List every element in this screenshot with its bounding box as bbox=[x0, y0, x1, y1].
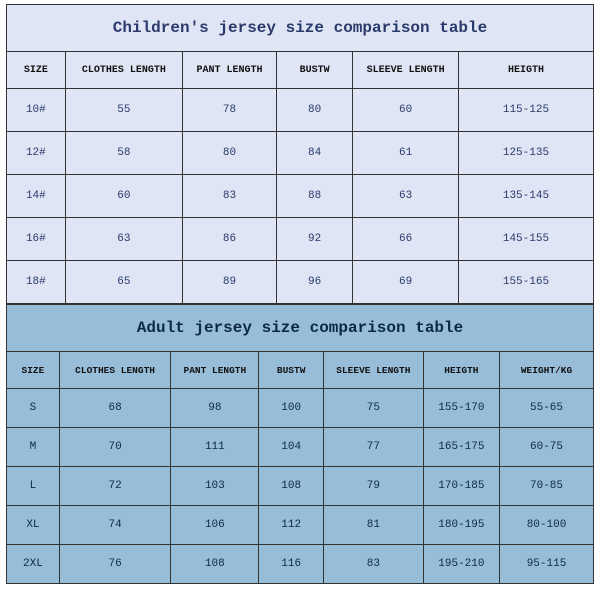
adult-header-row: SIZECLOTHES LENGTHPANT LENGTHBUSTWSLEEVE… bbox=[7, 352, 594, 389]
adult-data-row: 2XL7610811683195-21095-115 bbox=[7, 545, 594, 584]
children-data-cell: 78 bbox=[183, 89, 277, 132]
children-data-cell: 14# bbox=[7, 175, 66, 218]
adult-data-cell: 106 bbox=[171, 506, 259, 545]
children-data-cell: 80 bbox=[183, 132, 277, 175]
children-data-cell: 65 bbox=[65, 261, 182, 304]
adult-data-cell: 112 bbox=[259, 506, 324, 545]
adult-data-cell: 170-185 bbox=[423, 467, 499, 506]
adult-data-cell: 83 bbox=[323, 545, 423, 584]
children-data-cell: 155-165 bbox=[458, 261, 593, 304]
adult-data-cell: 180-195 bbox=[423, 506, 499, 545]
children-data-cell: 115-125 bbox=[458, 89, 593, 132]
children-data-row: 16#63869266145-155 bbox=[7, 218, 594, 261]
children-data-cell: 89 bbox=[183, 261, 277, 304]
children-header-row: SIZECLOTHES LENGTHPANT LENGTHBUSTWSLEEVE… bbox=[7, 52, 594, 89]
adult-data-cell: 195-210 bbox=[423, 545, 499, 584]
children-data-cell: 12# bbox=[7, 132, 66, 175]
children-header-cell: CLOTHES LENGTH bbox=[65, 52, 182, 89]
children-data-cell: 92 bbox=[276, 218, 352, 261]
adult-data-cell: 68 bbox=[59, 389, 171, 428]
adult-header-cell: PANT LENGTH bbox=[171, 352, 259, 389]
adult-data-cell: 108 bbox=[171, 545, 259, 584]
children-header-cell: HEIGTH bbox=[458, 52, 593, 89]
children-data-cell: 60 bbox=[65, 175, 182, 218]
adult-header-cell: WEIGHT/KG bbox=[500, 352, 594, 389]
children-data-cell: 58 bbox=[65, 132, 182, 175]
adult-data-cell: 70 bbox=[59, 428, 171, 467]
children-data-cell: 63 bbox=[65, 218, 182, 261]
adult-data-row: XL7410611281180-19580-100 bbox=[7, 506, 594, 545]
children-header-cell: SIZE bbox=[7, 52, 66, 89]
children-data-cell: 80 bbox=[276, 89, 352, 132]
adult-header-cell: CLOTHES LENGTH bbox=[59, 352, 171, 389]
adult-data-cell: 98 bbox=[171, 389, 259, 428]
adult-data-cell: 2XL bbox=[7, 545, 60, 584]
children-data-cell: 125-135 bbox=[458, 132, 593, 175]
children-data-cell: 10# bbox=[7, 89, 66, 132]
adult-data-cell: 81 bbox=[323, 506, 423, 545]
adult-data-cell: 108 bbox=[259, 467, 324, 506]
children-data-cell: 60 bbox=[353, 89, 459, 132]
children-data-row: 14#60838863135-145 bbox=[7, 175, 594, 218]
children-data-cell: 96 bbox=[276, 261, 352, 304]
children-header-cell: SLEEVE LENGTH bbox=[353, 52, 459, 89]
children-size-table: Children's jersey size comparison table … bbox=[6, 4, 594, 304]
adult-data-cell: 72 bbox=[59, 467, 171, 506]
children-header-cell: PANT LENGTH bbox=[183, 52, 277, 89]
adult-data-cell: 55-65 bbox=[500, 389, 594, 428]
children-title-row: Children's jersey size comparison table bbox=[7, 5, 594, 52]
adult-header-cell: BUSTW bbox=[259, 352, 324, 389]
adult-data-row: L7210310879170-18570-85 bbox=[7, 467, 594, 506]
adult-data-cell: 80-100 bbox=[500, 506, 594, 545]
adult-data-cell: 60-75 bbox=[500, 428, 594, 467]
adult-data-cell: S bbox=[7, 389, 60, 428]
adult-data-cell: 104 bbox=[259, 428, 324, 467]
adult-data-cell: 165-175 bbox=[423, 428, 499, 467]
adult-data-cell: 103 bbox=[171, 467, 259, 506]
adult-data-cell: 116 bbox=[259, 545, 324, 584]
adult-data-cell: 95-115 bbox=[500, 545, 594, 584]
children-data-cell: 61 bbox=[353, 132, 459, 175]
children-data-row: 12#58808461125-135 bbox=[7, 132, 594, 175]
children-data-cell: 83 bbox=[183, 175, 277, 218]
children-title: Children's jersey size comparison table bbox=[7, 5, 594, 52]
children-data-cell: 55 bbox=[65, 89, 182, 132]
children-data-cell: 84 bbox=[276, 132, 352, 175]
children-data-cell: 66 bbox=[353, 218, 459, 261]
adult-title-row: Adult jersey size comparison table bbox=[7, 305, 594, 352]
adult-data-cell: 74 bbox=[59, 506, 171, 545]
adult-data-row: M7011110477165-17560-75 bbox=[7, 428, 594, 467]
adult-header-cell: SLEEVE LENGTH bbox=[323, 352, 423, 389]
adult-data-cell: L bbox=[7, 467, 60, 506]
children-data-cell: 145-155 bbox=[458, 218, 593, 261]
children-data-cell: 86 bbox=[183, 218, 277, 261]
adult-header-cell: HEIGTH bbox=[423, 352, 499, 389]
children-data-cell: 16# bbox=[7, 218, 66, 261]
children-data-cell: 69 bbox=[353, 261, 459, 304]
adult-title: Adult jersey size comparison table bbox=[7, 305, 594, 352]
children-header-cell: BUSTW bbox=[276, 52, 352, 89]
children-data-row: 10#55788060115-125 bbox=[7, 89, 594, 132]
children-data-cell: 18# bbox=[7, 261, 66, 304]
adult-header-cell: SIZE bbox=[7, 352, 60, 389]
adult-data-cell: 155-170 bbox=[423, 389, 499, 428]
children-data-cell: 63 bbox=[353, 175, 459, 218]
adult-data-cell: 70-85 bbox=[500, 467, 594, 506]
adult-data-cell: XL bbox=[7, 506, 60, 545]
children-data-cell: 135-145 bbox=[458, 175, 593, 218]
adult-data-row: S689810075155-17055-65 bbox=[7, 389, 594, 428]
children-data-cell: 88 bbox=[276, 175, 352, 218]
children-data-row: 18#65899669155-165 bbox=[7, 261, 594, 304]
adult-data-cell: M bbox=[7, 428, 60, 467]
adult-data-cell: 76 bbox=[59, 545, 171, 584]
adult-data-cell: 100 bbox=[259, 389, 324, 428]
adult-data-cell: 79 bbox=[323, 467, 423, 506]
adult-data-cell: 75 bbox=[323, 389, 423, 428]
adult-data-cell: 77 bbox=[323, 428, 423, 467]
adult-size-table: Adult jersey size comparison table SIZEC… bbox=[6, 304, 594, 584]
adult-data-cell: 111 bbox=[171, 428, 259, 467]
